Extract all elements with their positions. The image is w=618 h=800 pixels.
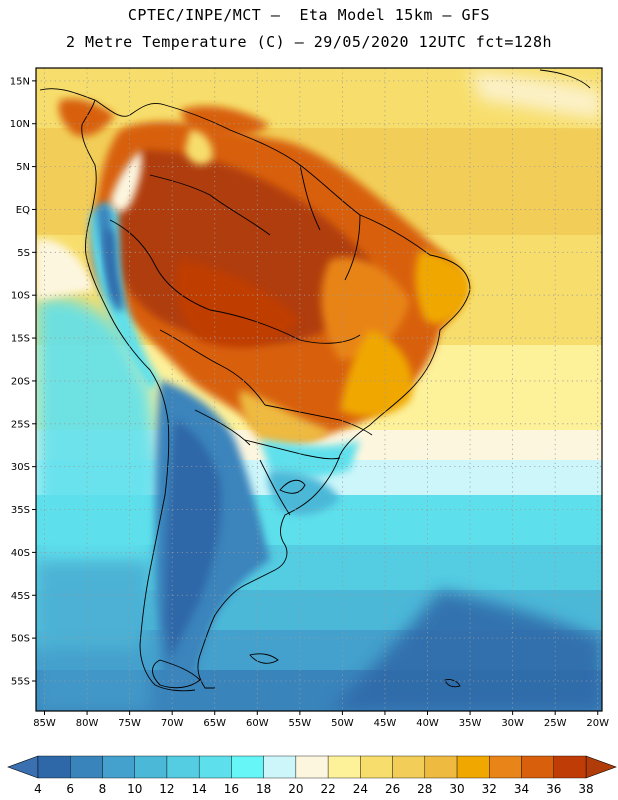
colorbar-label: 24: [353, 782, 368, 796]
lat-tick-label: 40S: [11, 548, 30, 559]
lon-tick-label: 60W: [246, 718, 269, 729]
colorbar-bin: [553, 755, 587, 779]
lat-tick-label: 35S: [11, 505, 30, 516]
colorbar-label: 26: [385, 782, 400, 796]
colorbar-label: 8: [99, 782, 107, 796]
temperature-field: [36, 68, 602, 711]
colorbar-bin: [198, 755, 232, 779]
lat-tick-label: 55S: [11, 676, 30, 687]
colorbar-label: 28: [417, 782, 432, 796]
colorbar-above-arrow: [585, 755, 617, 779]
lat-tick-label: 20S: [11, 376, 30, 387]
colorbar-bin: [489, 755, 522, 779]
colorbar-label: 34: [514, 782, 529, 796]
colorbar-label: 12: [159, 782, 174, 796]
lon-tick-label: 55W: [289, 718, 312, 729]
country-borders: [39, 69, 591, 692]
colorbar-bin: [521, 755, 554, 779]
colorbar-label: 6: [66, 782, 74, 796]
colorbar-bin: [295, 755, 329, 779]
colorbar-bin: [166, 755, 200, 779]
lat-tick-label: EQ: [16, 205, 30, 216]
colorbar-label: 30: [449, 782, 464, 796]
colorbar-label: 38: [578, 782, 593, 796]
colorbar-label: 20: [288, 782, 303, 796]
lat-tick-label: 30S: [11, 462, 30, 473]
colorbar-bin: [70, 755, 103, 779]
colorbar-label: 16: [224, 782, 239, 796]
chart-title-line2: 2 Metre Temperature (C) – 29/05/2020 12U…: [65, 33, 553, 51]
temperature-colorbar: 4 6 8 10 12 14 16 18 20 22 24 26 28 30 32 34 36 38: [7, 755, 617, 796]
colorbar-label: 36: [546, 782, 561, 796]
colorbar-bin: [360, 755, 393, 779]
lat-tick-label: 15S: [11, 334, 30, 345]
colorbar-bin: [456, 755, 490, 779]
lon-tick-label: 75W: [118, 718, 141, 729]
lat-tick-label: 10S: [11, 291, 30, 302]
lon-tick-label: 40W: [416, 718, 439, 729]
colorbar-below-arrow: [7, 755, 39, 779]
colorbar-label: 14: [192, 782, 207, 796]
longitude-axis: 85W 80W 75W 70W 65W 60W 55W 50W 45W 40W 35W 30W 25W 2…: [33, 711, 609, 729]
lat-tick-label: 10N: [10, 119, 30, 130]
lon-tick-label: 85W: [33, 718, 56, 729]
graticule: [36, 68, 602, 711]
colorbar-bin: [134, 755, 168, 779]
lat-tick-label: 45S: [11, 591, 30, 602]
colorbar-bin: [392, 755, 426, 779]
lon-tick-label: 80W: [76, 718, 99, 729]
lon-tick-label: 35W: [459, 718, 482, 729]
lat-tick-label: 50S: [11, 634, 30, 645]
colorbar-label: 18: [256, 782, 271, 796]
lon-tick-label: 30W: [501, 718, 524, 729]
lat-tick-label: 5N: [16, 162, 30, 173]
lon-tick-label: 65W: [203, 718, 226, 729]
colorbar-bin: [263, 755, 297, 779]
map-frame: [35, 67, 603, 712]
lon-tick-label: 45W: [374, 718, 397, 729]
colorbar-bin: [231, 755, 264, 779]
colorbar-label: 4: [34, 782, 42, 796]
lon-tick-label: 50W: [331, 718, 354, 729]
chart-title-line1: CPTEC/INPE/MCT – Eta Model 15km – GFS: [127, 6, 491, 24]
lon-tick-label: 20W: [586, 718, 609, 729]
colorbar-bin: [327, 755, 361, 779]
lon-tick-label: 70W: [161, 718, 184, 729]
lat-tick-label: 25S: [11, 419, 30, 430]
colorbar-bin: [424, 755, 458, 779]
colorbar-label: 22: [320, 782, 335, 796]
colorbar-bin: [102, 755, 135, 779]
colorbar-bin: [37, 755, 71, 779]
colorbar-label: 10: [127, 782, 142, 796]
lat-tick-label: 5S: [17, 248, 30, 259]
lon-tick-label: 25W: [544, 718, 567, 729]
colorbar-label: 32: [482, 782, 497, 796]
latitude-axis: 15N 10N 5N EQ 5S 10S 15S 20S 25S 30S 35S 40S 45S 50S 5…: [10, 76, 36, 687]
lat-tick-label: 15N: [10, 76, 30, 87]
